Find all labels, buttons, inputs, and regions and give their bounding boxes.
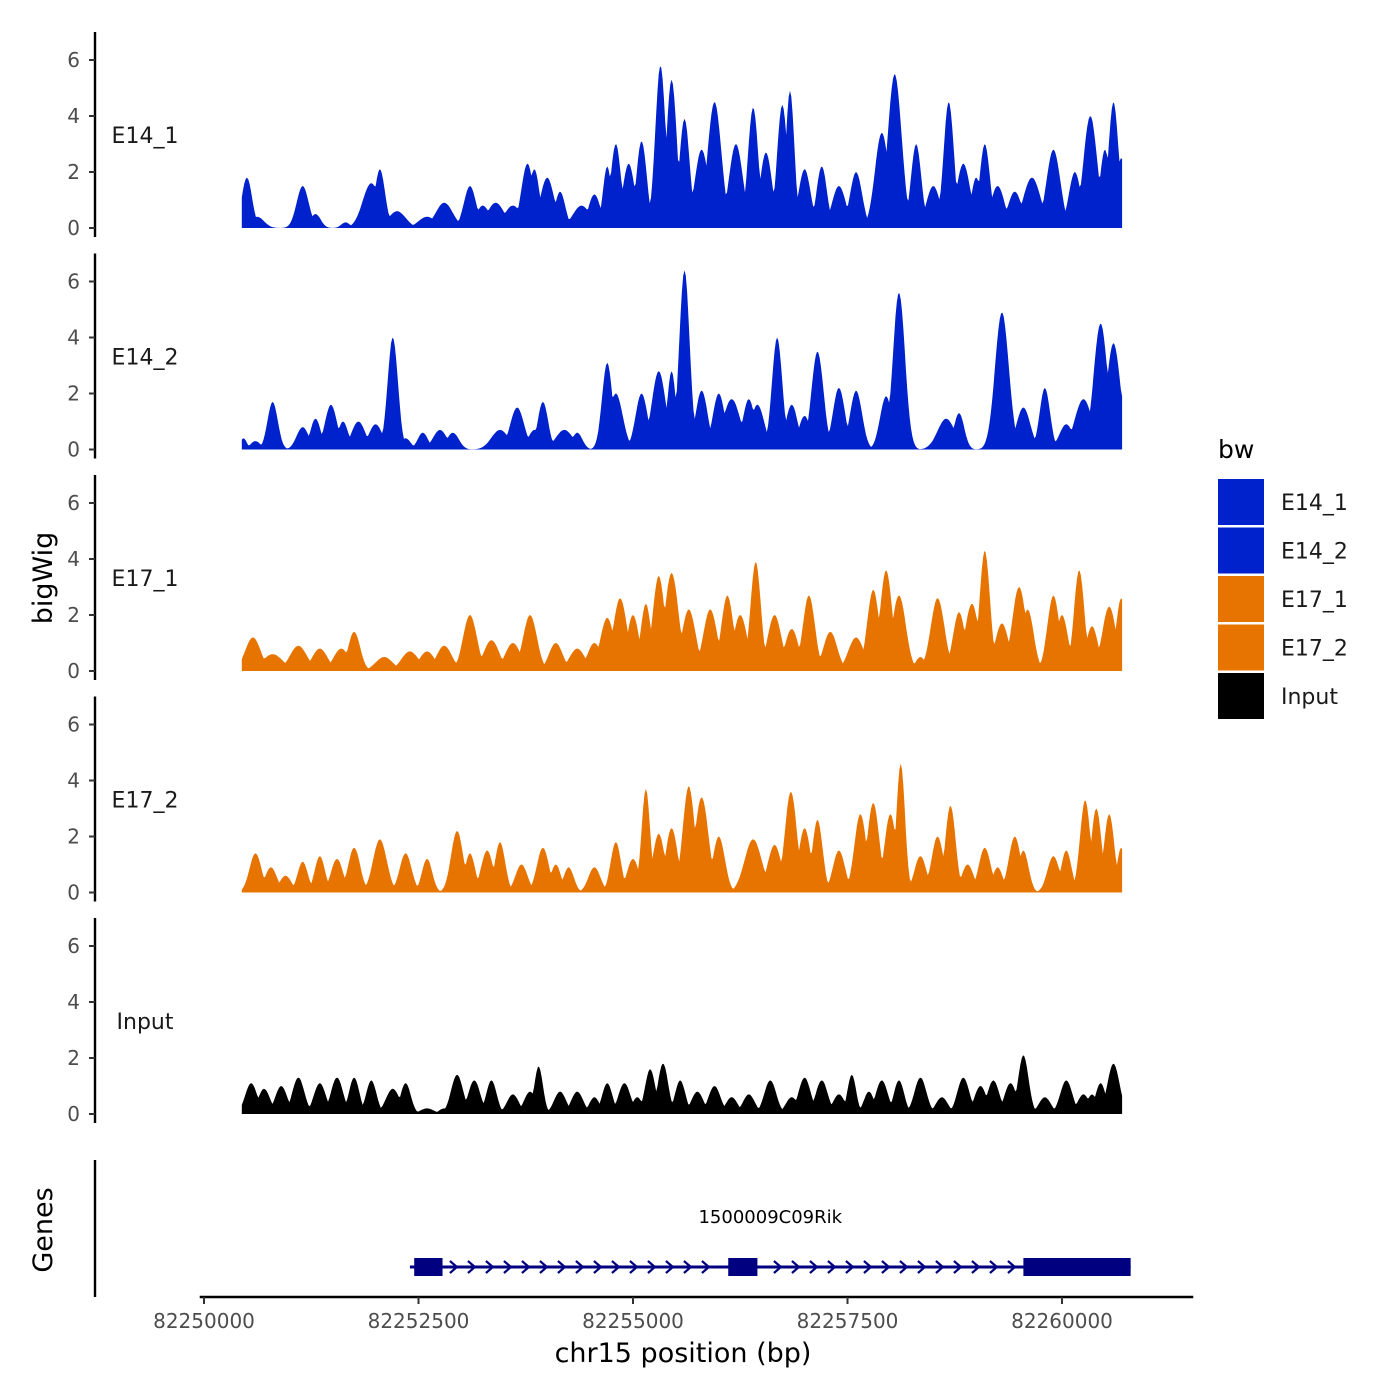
legend-label: E14_2: [1281, 540, 1348, 565]
x-tick-label: 82255000: [582, 1309, 684, 1333]
strand-arrow: [665, 1260, 675, 1274]
coverage-area-e17-1: [241, 551, 1123, 671]
y-tick-label: 0: [67, 1102, 80, 1126]
y-tick-label: 0: [67, 881, 80, 905]
strand-arrow: [683, 1260, 693, 1274]
legend-swatch: [1218, 527, 1264, 574]
legend-swatch: [1218, 624, 1264, 671]
gene-track: 1500009C09Rik: [93, 1160, 1131, 1297]
track-e14-2: 0 2 4 6 E14_2: [67, 253, 1123, 462]
y-tick-label: 6: [67, 270, 80, 294]
x-tick-label: 82250000: [153, 1309, 255, 1333]
strand-arrow: [701, 1260, 711, 1274]
track-label: E17_2: [112, 789, 179, 814]
legend-swatch: [1218, 673, 1264, 719]
y-tick-label: 6: [67, 491, 80, 515]
strand-arrow: [647, 1260, 657, 1274]
strand-arrow: [521, 1260, 531, 1274]
strand-arrow: [791, 1260, 801, 1274]
coverage-tracks: 0 2 4 6 E14_1 0 2 4 6 E14_2 0 2 4 6 E17_1 0 2 4 6 E17_2 0 2 4 6…: [67, 32, 1123, 1126]
y-tick-label: 0: [67, 216, 80, 240]
y-tick-label: 2: [67, 603, 80, 627]
y-tick-label: 4: [67, 769, 80, 793]
track-e17-1: 0 2 4 6 E17_1: [67, 475, 1123, 683]
strand-arrow: [773, 1260, 783, 1274]
y-tick-label: 2: [67, 1046, 80, 1070]
strand-arrow: [629, 1260, 639, 1274]
y-tick-label: 4: [67, 326, 80, 350]
strand-arrow: [1007, 1260, 1017, 1274]
y-axis-title: bigWig: [28, 532, 59, 625]
strand-arrow: [917, 1260, 927, 1274]
legend-swatch: [1218, 479, 1264, 525]
x-tick-label: 82252500: [368, 1309, 470, 1333]
legend: bw E14_1 E14_2 E17_1 E17_2 Input: [1218, 435, 1348, 719]
gene-name-label: 1500009C09Rik: [698, 1207, 842, 1228]
legend-swatch: [1218, 576, 1264, 622]
y-tick-label: 0: [67, 659, 80, 683]
track-input: 0 2 4 6 Input: [67, 918, 1123, 1126]
strand-arrow: [935, 1260, 945, 1274]
strand-arrow: [539, 1260, 549, 1274]
legend-label: E14_1: [1281, 491, 1348, 516]
strand-arrow: [953, 1260, 963, 1274]
y-tick-label: 4: [67, 990, 80, 1014]
gene-exon: [1023, 1258, 1131, 1276]
strand-arrow: [449, 1260, 459, 1274]
strand-arrow: [809, 1260, 819, 1274]
track-label: Input: [117, 1010, 174, 1035]
strand-arrow: [827, 1260, 837, 1274]
strand-arrow: [467, 1260, 477, 1274]
y-tick-label: 2: [67, 825, 80, 849]
x-axis: 82250000 82252500 82255000 82257500 82260000: [153, 1295, 1194, 1333]
y-tick-label: 2: [67, 160, 80, 184]
strand-arrow: [485, 1260, 495, 1274]
strand-arrow: [989, 1260, 999, 1274]
legend-title: bw: [1218, 435, 1254, 464]
x-axis-title: chr15 position (bp): [555, 1338, 812, 1369]
strand-arrow: [881, 1260, 891, 1274]
track-label: E14_2: [112, 346, 179, 371]
legend-label: Input: [1281, 685, 1338, 710]
gene-exon: [728, 1258, 758, 1276]
legend-label: E17_2: [1281, 637, 1348, 662]
genes-axis-title: Genes: [28, 1187, 59, 1272]
gene-exon: [414, 1258, 443, 1276]
track-e14-1: 0 2 4 6 E14_1: [67, 32, 1123, 240]
track-label: E17_1: [112, 567, 179, 592]
y-tick-label: 4: [67, 104, 80, 128]
track-label: E14_1: [112, 124, 179, 149]
y-tick-label: 6: [67, 713, 80, 737]
coverage-area-e17-2: [241, 763, 1123, 893]
strand-arrow: [845, 1260, 855, 1274]
coverage-area-e14-2: [241, 270, 1123, 450]
coverage-area-input: [241, 1055, 1123, 1114]
strand-arrow: [971, 1260, 981, 1274]
y-tick-label: 2: [67, 382, 80, 406]
strand-arrow: [557, 1260, 567, 1274]
legend-label: E17_1: [1281, 588, 1348, 613]
coverage-area-e14-1: [241, 66, 1123, 228]
strand-arrow: [593, 1260, 603, 1274]
strand-arrow: [611, 1260, 621, 1274]
x-tick-label: 82257500: [797, 1309, 899, 1333]
y-tick-label: 0: [67, 438, 80, 462]
y-tick-label: 4: [67, 547, 80, 571]
y-tick-label: 6: [67, 48, 80, 72]
strand-arrow: [575, 1260, 585, 1274]
strand-arrow: [503, 1260, 513, 1274]
strand-arrow: [863, 1260, 873, 1274]
track-e17-2: 0 2 4 6 E17_2: [67, 696, 1123, 905]
x-tick-label: 82260000: [1011, 1309, 1113, 1333]
strand-arrow: [899, 1260, 909, 1274]
y-tick-label: 6: [67, 934, 80, 958]
